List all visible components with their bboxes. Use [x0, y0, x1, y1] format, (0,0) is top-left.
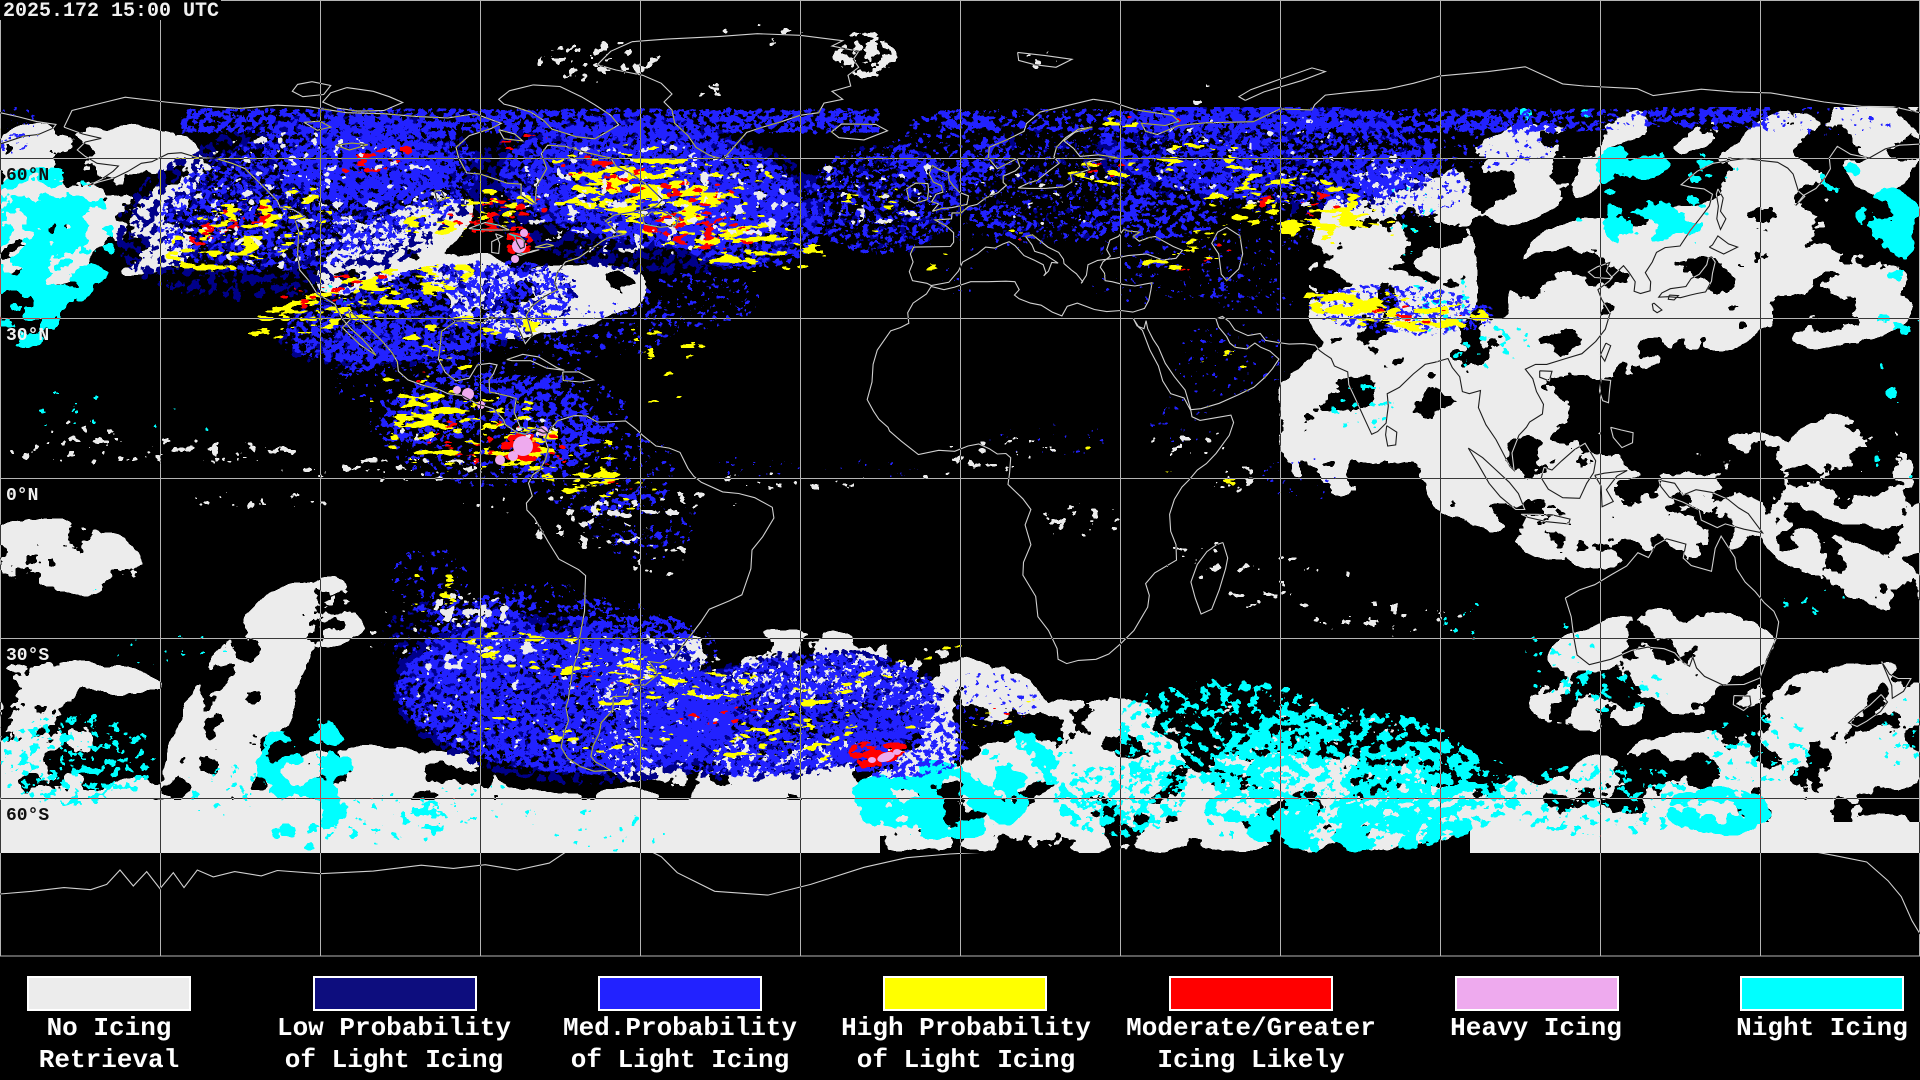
svg-text:Retrieval: Retrieval	[39, 1045, 179, 1075]
svg-text:0°N: 0°N	[6, 486, 38, 506]
svg-text:Heavy Icing: Heavy Icing	[1450, 1013, 1622, 1043]
svg-text:Moderate/Greater: Moderate/Greater	[1126, 1013, 1376, 1043]
svg-text:Med.Probability: Med.Probability	[563, 1013, 797, 1043]
svg-text:30°N: 30°N	[6, 326, 49, 346]
svg-text:of Light Icing: of Light Icing	[285, 1045, 503, 1075]
svg-text:of Light Icing: of Light Icing	[857, 1045, 1075, 1075]
svg-text:Low Probability: Low Probability	[277, 1013, 511, 1043]
svg-text:Icing Likely: Icing Likely	[1157, 1045, 1345, 1075]
svg-text:30°S: 30°S	[6, 646, 49, 666]
svg-text:60°N: 60°N	[6, 166, 49, 186]
svg-text:Night Icing: Night Icing	[1736, 1013, 1908, 1043]
svg-text:No Icing: No Icing	[47, 1013, 172, 1043]
svg-text:60°S: 60°S	[6, 806, 49, 826]
svg-text:High Probability: High Probability	[841, 1013, 1091, 1043]
svg-text:of Light Icing: of Light Icing	[571, 1045, 789, 1075]
svg-text:2025.172 15:00 UTC: 2025.172 15:00 UTC	[3, 0, 219, 23]
